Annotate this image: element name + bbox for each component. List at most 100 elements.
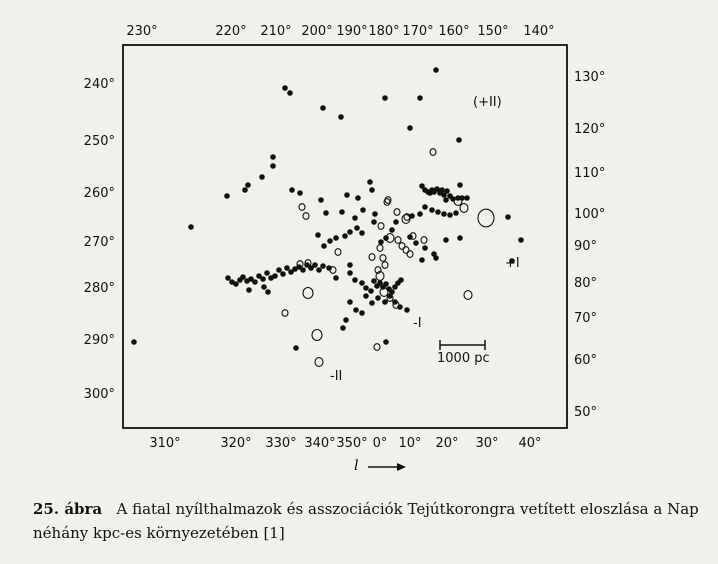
filled-cluster-dot <box>360 207 366 213</box>
bottom-tick-310: 310° <box>149 436 180 451</box>
filled-cluster-dot <box>308 265 314 271</box>
open-cluster-circle <box>394 236 402 244</box>
open-cluster-circle <box>311 328 323 342</box>
filled-cluster-dot <box>339 209 345 215</box>
filled-cluster-dots <box>131 67 524 351</box>
filled-cluster-dot <box>233 281 239 287</box>
left-tick-240: 240° <box>84 77 115 92</box>
bottom-tick-350: 350° <box>336 436 367 451</box>
filled-cluster-dot <box>505 214 511 220</box>
open-cluster-circle <box>406 250 414 258</box>
filled-cluster-dot <box>333 235 339 241</box>
right-tick-90: 90° <box>574 239 597 254</box>
filled-cluster-dot <box>355 195 361 201</box>
figure-caption-text: A fiatal nyílthalmazok és asszociációk T… <box>33 500 699 542</box>
filled-cluster-dot <box>434 186 440 192</box>
open-cluster-circle <box>375 271 385 281</box>
filled-cluster-dot <box>419 183 425 189</box>
top-tick-150: 150° <box>477 24 508 39</box>
filled-cluster-dot <box>354 225 360 231</box>
open-cluster-circle <box>377 222 385 230</box>
left-tick-labels: 240° 250° 260° 270° 280° 290° 300° <box>84 77 115 402</box>
filled-cluster-dot <box>422 204 428 210</box>
filled-cluster-dot <box>444 188 450 194</box>
filled-cluster-dot <box>242 187 248 193</box>
filled-cluster-dot <box>320 105 326 111</box>
filled-cluster-dot <box>453 210 459 216</box>
filled-cluster-dot <box>352 215 358 221</box>
filled-cluster-dot <box>312 262 318 268</box>
open-cluster-circle <box>281 309 289 317</box>
filled-cluster-dot <box>280 271 286 277</box>
filled-cluster-dot <box>261 284 267 290</box>
open-cluster-circle <box>296 260 304 268</box>
filled-cluster-dot <box>265 289 271 295</box>
filled-cluster-dot <box>359 280 365 286</box>
filled-cluster-dot <box>320 263 326 269</box>
filled-cluster-dot <box>398 277 404 283</box>
filled-cluster-dot <box>327 238 333 244</box>
filled-cluster-dot <box>383 281 389 287</box>
open-cluster-circle <box>383 198 391 206</box>
filled-cluster-dot <box>344 192 350 198</box>
filled-cluster-dot <box>245 182 251 188</box>
open-cluster-circle <box>420 236 428 244</box>
filled-cluster-dot <box>457 182 463 188</box>
filled-cluster-dot <box>417 211 423 217</box>
bottom-tick-20: 20° <box>435 436 458 451</box>
bottom-tick-30: 30° <box>475 436 498 451</box>
scale-bar <box>439 340 486 350</box>
bottom-tick-340: 340° <box>304 436 335 451</box>
filled-cluster-dot <box>318 197 324 203</box>
filled-cluster-dot <box>456 137 462 143</box>
right-tick-60: 60° <box>574 353 597 368</box>
filled-cluster-dot <box>333 275 339 281</box>
filled-cluster-dot <box>439 187 445 193</box>
open-cluster-circle <box>329 266 337 274</box>
right-tick-100: 100° <box>574 207 605 222</box>
right-tick-70: 70° <box>574 311 597 326</box>
filled-cluster-dot <box>347 270 353 276</box>
open-cluster-circle <box>314 357 324 367</box>
top-tick-180: 180° <box>368 24 399 39</box>
bottom-tick-40: 40° <box>518 436 541 451</box>
bottom-tick-320: 320° <box>220 436 251 451</box>
filled-cluster-dot <box>447 212 453 218</box>
filled-cluster-dot <box>321 243 327 249</box>
scale-label: 1000 pc <box>437 351 490 366</box>
filled-cluster-dot <box>363 293 369 299</box>
filled-cluster-dot <box>260 276 266 282</box>
filled-cluster-dot <box>287 90 293 96</box>
filled-cluster-dot <box>316 267 322 273</box>
filled-cluster-dot <box>315 232 321 238</box>
filled-cluster-dot <box>459 195 465 201</box>
filled-cluster-dot <box>369 187 375 193</box>
open-cluster-circle <box>379 287 389 297</box>
filled-cluster-dot <box>347 229 353 235</box>
top-tick-190: 190° <box>336 24 367 39</box>
longitude-arrow-icon <box>368 463 406 471</box>
bottom-tick-10: 10° <box>398 436 421 451</box>
bottom-tick-0: 0° <box>373 436 388 451</box>
annotation-plus-two: (+II) <box>473 95 502 110</box>
filled-cluster-dot <box>363 285 369 291</box>
filled-cluster-dot <box>323 210 329 216</box>
open-cluster-circle <box>381 261 389 269</box>
top-tick-220: 220° <box>215 24 246 39</box>
map-frame <box>122 44 568 429</box>
filled-cluster-dot <box>293 345 299 351</box>
filled-cluster-dot <box>378 239 384 245</box>
open-cluster-circle <box>463 290 473 300</box>
filled-cluster-dot <box>368 288 374 294</box>
filled-cluster-dot <box>409 213 415 219</box>
figure-number: 25. ábra <box>33 500 103 518</box>
open-cluster-circle <box>374 266 382 274</box>
top-tick-160: 160° <box>438 24 469 39</box>
left-tick-280: 280° <box>84 281 115 296</box>
filled-cluster-dot <box>441 192 447 198</box>
filled-cluster-dot <box>270 154 276 160</box>
filled-cluster-dot <box>352 277 358 283</box>
open-cluster-circle <box>477 208 495 228</box>
filled-cluster-dot <box>297 190 303 196</box>
filled-cluster-dot <box>509 258 515 264</box>
